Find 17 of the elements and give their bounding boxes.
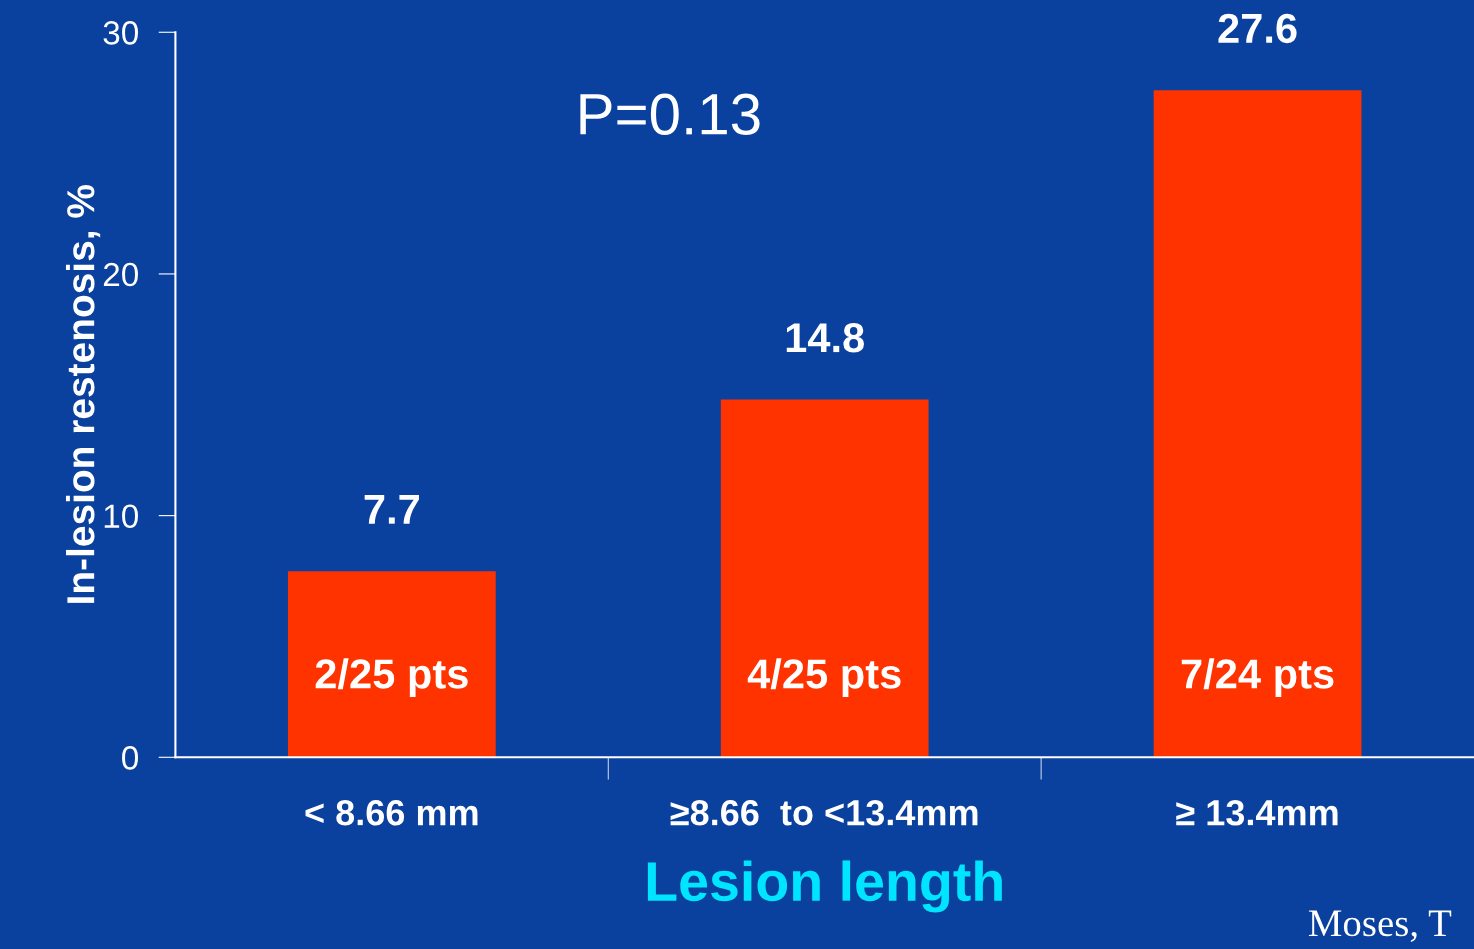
y-tick-label: 30 (103, 21, 138, 45)
x-axis-title: Lesion length (647, 860, 1002, 913)
y-tick-label: 20 (103, 262, 138, 287)
x-tick-label: ≥ 13.4mm (1176, 799, 1338, 826)
annotation: P=0.13 (580, 93, 760, 135)
y-axis-title: In-lesion restenosis, % (65, 185, 101, 603)
data-label: 27.6 (1218, 13, 1297, 44)
annotation: 4/25 pts (747, 658, 901, 697)
x-tick-label: ≥8.66 to <13.4mm (670, 799, 978, 826)
y-tick-label: 10 (104, 504, 138, 529)
data-label: 14.8 (786, 322, 864, 353)
x-tick-label: < 8.66 mm (305, 799, 478, 826)
annotation: 2/25 pts (315, 658, 468, 697)
annotation: 7/24 pts (1181, 658, 1334, 697)
text: Moses, T (1308, 910, 1452, 942)
y-tick-label: 0 (122, 746, 138, 770)
data-label: 7.7 (364, 495, 419, 524)
